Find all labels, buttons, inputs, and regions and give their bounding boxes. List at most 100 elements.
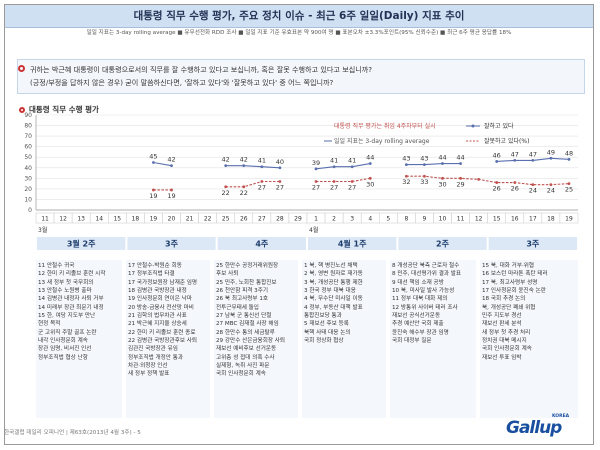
data-label-good: 45: [149, 153, 157, 161]
data-point-bad: [260, 180, 264, 183]
issue-item: 27 남북 군 통신선 단절: [216, 313, 272, 320]
question-box: 귀하는 박근혜 대통령이 대통령으로서의 직무를 잘 수행하고 있다고 보십니까…: [17, 59, 585, 94]
data-label-good: 44: [366, 154, 374, 162]
data-point-bad: [441, 176, 444, 180]
x-tick-label: 27: [258, 216, 266, 223]
y-tick-label: 0: [28, 207, 32, 214]
issue-item: 14 미래부 장관 최문기 내정: [38, 304, 104, 311]
x-tick-label: 12: [59, 216, 67, 223]
x-tick-label: 11: [41, 216, 49, 223]
issue-item: 2 북, 영변 원자로 재가동: [304, 271, 363, 278]
x-tick-label: 28: [276, 216, 284, 223]
data-label-bad: 25: [565, 186, 573, 194]
x-tick-label: 29: [294, 216, 302, 223]
chart-annotation: 대통령 직무 평가는 취임 4주차부터 실시: [334, 122, 436, 130]
data-point-good: [260, 165, 264, 169]
issue-item: 북핵 사태 대응 논의: [304, 329, 351, 336]
x-tick-box: [559, 212, 579, 224]
issue-item: 14 김병관 내정자 사퇴 거부: [38, 296, 104, 303]
data-point-good: [404, 163, 408, 167]
y-tick-label: 80: [24, 123, 32, 130]
issue-column: 25 한만수 공정거래위원장 후보 사퇴 25 민주, 노회찬 통합진보 26 천안…: [216, 262, 296, 417]
data-label-good: 40: [276, 158, 284, 166]
data-point-bad: [278, 180, 282, 183]
data-point-good: [368, 162, 372, 165]
x-tick-label: 2: [332, 216, 336, 223]
issue-item: 8 민주, 대선평가위 결과 발표: [392, 271, 462, 278]
data-point-bad: [513, 181, 517, 184]
data-label-bad: 27: [258, 184, 266, 192]
week-band: [488, 237, 577, 250]
data-point-bad: [567, 182, 571, 186]
issue-item: 새 정부 첫 추경 처리: [482, 329, 531, 336]
data-point-good: [549, 156, 553, 160]
data-point-good: [567, 157, 571, 161]
issue-column: 11 안철수 귀국 12 한미 키 리졸브 훈련 시작 13 새 정부 첫 국무회의…: [38, 262, 120, 417]
series-line-good: [406, 163, 461, 166]
data-label-bad: 29: [456, 180, 464, 188]
data-point-bad: [332, 180, 336, 183]
legend-marker-good: [471, 124, 475, 128]
data-label-bad: 22: [240, 189, 248, 197]
x-tick-label: 4: [368, 216, 372, 223]
x-tick-label: 17: [529, 216, 537, 223]
week-band-label: 3주: [526, 240, 540, 249]
data-point-bad: [477, 177, 481, 181]
month-label: 4월: [309, 226, 318, 234]
x-tick-label: 9: [423, 216, 427, 223]
issue-item: 장관 임명, 비서진 인선: [38, 346, 92, 353]
data-label-good: 49: [547, 148, 555, 156]
y-tick-label: 60: [24, 144, 32, 151]
issue-item: 21 박근혜 지지율 상승세: [128, 321, 187, 328]
survey-notes: 일일 지표는 3-day rolling average ■ 유무선전화 RDD…: [5, 29, 593, 38]
data-point-good: [242, 164, 246, 168]
issue-item: 차관·외청장 인선: [128, 363, 168, 370]
question-line-2: (긍정/부정을 답하지 않은 경우) 굳이 말씀하신다면, '잘하고 있다'와 …: [30, 78, 334, 87]
issue-item: 후보 사퇴: [216, 271, 239, 278]
y-tick-label: 10: [24, 196, 32, 203]
issue-item: 국회 정상화 협상: [304, 338, 344, 345]
y-tick-label: 30: [24, 175, 32, 182]
issue-column-bg: [302, 260, 386, 418]
data-label-good: 43: [420, 155, 428, 163]
issue-item: 28 한만수 통의 세금탈루: [216, 329, 275, 336]
issue-item: 12 한미 키 리졸브 훈련 시작: [38, 271, 106, 278]
data-point-bad: [314, 180, 318, 183]
issue-item: 정부조직법 개정안 통과: [128, 354, 184, 361]
issue-item: 17 안철수-박원순 회동: [128, 263, 182, 269]
issue-item: 정부조직법 협상 난항: [38, 354, 88, 361]
issue-item: 3 북, 개성공단 통행 제한: [304, 279, 363, 286]
data-label-bad: 19: [149, 192, 157, 200]
data-point-bad: [404, 174, 408, 178]
issue-item: 17 인사청문회 윤진숙 논란: [482, 288, 546, 295]
data-point-good: [152, 161, 155, 164]
issue-item: 17 정부조직법 타결: [128, 271, 175, 278]
data-point-bad: [423, 174, 426, 178]
x-tick-label: 5: [386, 216, 390, 223]
issue-item: 10 북, 미사일 발사 가능성: [392, 288, 455, 295]
issue-item: 민주 지도부 경선: [482, 313, 522, 320]
data-point-good: [531, 158, 535, 162]
data-label-good: 41: [258, 157, 266, 165]
issue-item: 13 새 정부 첫 국무회의: [38, 279, 94, 286]
issue-item: 11 정부 대북 대화 제의: [392, 296, 448, 303]
issue-column: 15 북, 대화 거부·위협 16 보스턴 마라톤 폭탄 테러 17 북, 최고사령…: [482, 262, 576, 417]
issue-item: 17 북, 최고사령부 성명: [482, 279, 538, 286]
week-band-label: 2주: [436, 240, 450, 249]
issue-item: 22 한미 키 리졸브 훈련 종료: [128, 329, 196, 336]
question-bullet-icon: [18, 65, 25, 72]
week-band: [398, 237, 487, 250]
data-point-good: [224, 164, 228, 168]
issue-item: 내각 인사청문회 계속: [38, 338, 88, 345]
week-band-label: 3월 2주: [67, 239, 96, 249]
x-tick-label: 15: [493, 216, 501, 223]
section-bullet-icon: [19, 107, 25, 113]
y-tick-label: 70: [24, 133, 32, 140]
week-band: [37, 237, 126, 250]
data-point-good: [170, 164, 173, 168]
x-tick-label: 16: [511, 216, 519, 223]
data-label-good: 41: [348, 157, 356, 165]
week-band: [127, 237, 216, 250]
x-tick-label: 22: [204, 216, 212, 223]
issue-column-bg: [36, 260, 122, 418]
